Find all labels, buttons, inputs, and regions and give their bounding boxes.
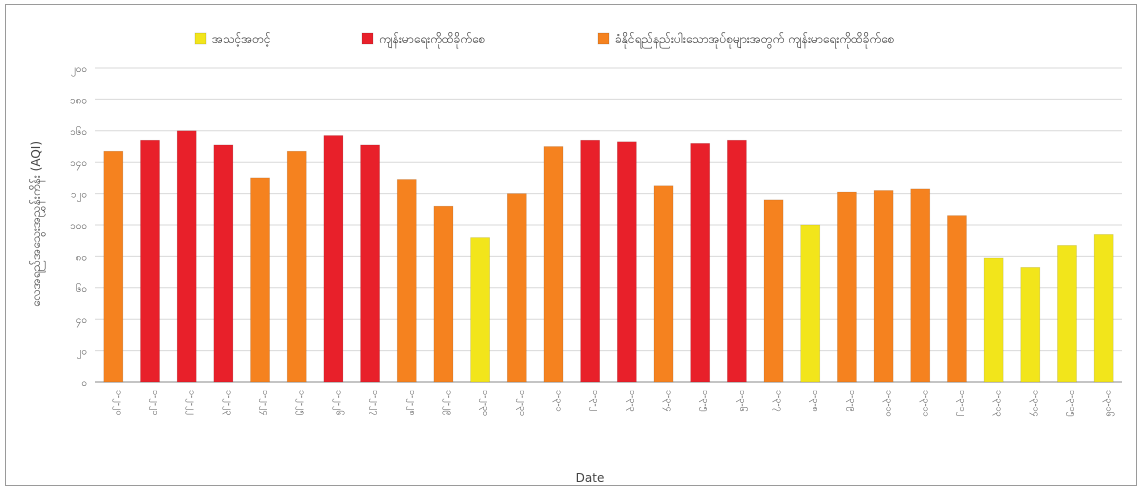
x-tick-label: ၁-၃-၁၃ xyxy=(993,390,1004,417)
x-tick-label: ၁-၂-၂၇ xyxy=(369,390,380,415)
x-tick-label: ၁-၃-၁၅ xyxy=(1066,390,1077,417)
bar xyxy=(506,193,527,383)
bar xyxy=(470,237,490,383)
x-tick-label: ၁-၃-၃ xyxy=(626,390,637,412)
y-tick-label: ၄၀ xyxy=(76,315,87,328)
x-tick-label: ၁-၃-၁၆ xyxy=(1103,390,1115,417)
y-tick-label: ၂၀၀ xyxy=(71,64,87,77)
x-tick-label: ၁-၂-၂၃ xyxy=(222,390,233,415)
x-tick-label: ၁-၃-၉ xyxy=(846,390,857,412)
y-tick-label: ၁၀၀ xyxy=(70,221,87,232)
bar xyxy=(250,177,270,383)
x-tick-label: ၁-၂-၂၄ xyxy=(259,390,270,415)
legend-swatch-sensitive xyxy=(597,32,610,45)
bar xyxy=(103,150,124,383)
x-tick-label: ၁-၂-၂၂ xyxy=(186,390,197,415)
x-tick-label: ၁-၃-၁ xyxy=(552,390,563,412)
y-tick-label: ၁၄၀ xyxy=(70,158,87,171)
y-tick-label: ၂၀ xyxy=(76,347,87,360)
bar xyxy=(286,150,307,383)
bar xyxy=(837,191,857,383)
x-tick-label: ၁-၃-၂ xyxy=(589,390,600,411)
legend-label-moderate: အသင့်အတင့် xyxy=(212,31,271,47)
x-axis: ၁-၂-၂၀ ၁-၂-၂၁ ၁-၂-၂၂ ၁-၂-၂၃ ၁-၂-၂၄ ၁-၂-၂၅ ၁-၂-… xyxy=(112,390,1114,417)
bar xyxy=(1020,267,1041,383)
bar xyxy=(580,139,600,383)
x-tick-label: ၁-၂-၂၀ xyxy=(112,390,123,415)
x-tick-label: ၁-၂-၂၉ xyxy=(442,390,453,415)
bars xyxy=(103,130,1114,383)
x-tick-label: ၁-၂-၂၅ xyxy=(296,390,307,415)
x-tick-label: ၁-၃-၄ xyxy=(663,390,674,412)
bar xyxy=(1093,234,1114,383)
y-axis-title: လေအရည်အသွေးအညွှန်းကိန်း (AQI) xyxy=(28,141,46,307)
bar xyxy=(910,188,931,383)
x-tick-label: ၁-၃-၁၄ xyxy=(1029,390,1040,417)
bar xyxy=(947,215,967,383)
y-tick-label: ၀ xyxy=(81,378,87,389)
x-tick-label: ၁-၂-၂၆ xyxy=(332,390,344,415)
bar xyxy=(360,144,380,383)
bar xyxy=(690,143,711,383)
bar xyxy=(873,190,894,383)
bar xyxy=(653,185,674,383)
bar xyxy=(213,144,234,383)
x-tick-label: ၁-၃-၆ xyxy=(736,390,748,412)
x-tick-label: ၁-၂-၃၁ xyxy=(516,390,527,416)
y-tick-label: ၁၂၀ xyxy=(71,190,87,203)
x-tick-label: ၁-၃-၁၀ xyxy=(883,390,894,417)
x-tick-label: ၁-၃-၁၁ xyxy=(919,390,930,417)
y-tick-label: ၈၀ xyxy=(76,252,87,263)
y-axis: ၀ ၂၀ ၄၀ ၆၀ ၈၀ ၁၀၀ ၁၂၀ ၁၄၀ ၁၆၀ ၁၈၀ ၂၀၀ xyxy=(70,64,87,389)
y-tick-label: ၁၈၀ xyxy=(70,95,87,106)
x-tick-label: ၁-၂-၂၈ xyxy=(406,390,417,416)
bar xyxy=(800,224,821,383)
bar xyxy=(727,139,747,383)
bar xyxy=(1057,245,1077,383)
legend-label-sensitive: ခံနိုင်ရည်နည်းပါးသောအုပ်စုများအတွက် ကျန်… xyxy=(615,31,894,49)
bar xyxy=(763,199,784,383)
x-tick-label: ၁-၃-၇ xyxy=(773,390,784,412)
legend: အသင့်အတင့် ကျန်းမာရေးကိုထိခိုက်စေ ခံနိုင်ရ… xyxy=(194,31,894,49)
legend-label-unhealthy: ကျန်းမာရေးကိုထိခိုက်စေ xyxy=(379,31,485,49)
x-tick-label: ၁-၃-၅ xyxy=(699,390,710,412)
bar xyxy=(140,139,160,383)
legend-swatch-moderate xyxy=(194,32,207,45)
legend-swatch-unhealthy xyxy=(361,32,374,45)
bar xyxy=(983,257,1004,383)
bar xyxy=(396,179,417,383)
bar xyxy=(543,146,564,383)
bar xyxy=(617,141,637,383)
x-tick-label: ၁-၂-၃၀ xyxy=(479,390,490,416)
bar xyxy=(323,135,344,383)
x-tick-label: ၁-၃-၁၂ xyxy=(956,390,967,416)
bar xyxy=(176,130,197,383)
x-tick-label: ၁-၃-၈ xyxy=(809,390,820,412)
x-axis-title: Date xyxy=(576,471,605,485)
x-tick-label: ၁-၂-၂၁ xyxy=(149,390,160,415)
gridlines xyxy=(95,67,1122,383)
y-tick-label: ၁၆၀ xyxy=(70,125,87,138)
y-tick-label: ၆၀ xyxy=(76,282,87,295)
bar xyxy=(433,205,454,383)
